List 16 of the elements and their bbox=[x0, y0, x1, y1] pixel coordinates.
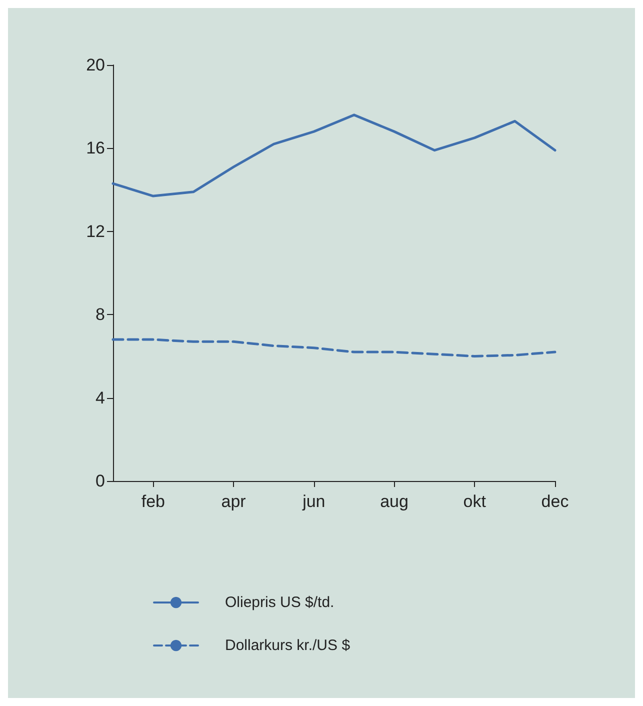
legend-label: Dollarkurs kr./US $ bbox=[225, 637, 351, 654]
y-tick-label: 0 bbox=[96, 472, 105, 490]
x-tick-label: jun bbox=[302, 492, 326, 511]
y-tick-label: 16 bbox=[86, 138, 105, 158]
x-tick-label: aug bbox=[380, 492, 408, 511]
y-tick-label: 12 bbox=[86, 222, 105, 241]
line-series bbox=[112, 338, 556, 358]
legend-label: Oliepris US $/td. bbox=[225, 594, 334, 611]
x-tick-label: dec bbox=[541, 492, 570, 511]
y-tick-label: 4 bbox=[96, 388, 105, 408]
line-series bbox=[112, 114, 556, 198]
x-tick-label: feb bbox=[141, 492, 165, 511]
y-tick-label: 20 bbox=[86, 56, 105, 74]
y-tick-label: 8 bbox=[96, 305, 105, 324]
x-tick-label: apr bbox=[221, 492, 246, 511]
x-tick-label: okt bbox=[463, 492, 486, 511]
